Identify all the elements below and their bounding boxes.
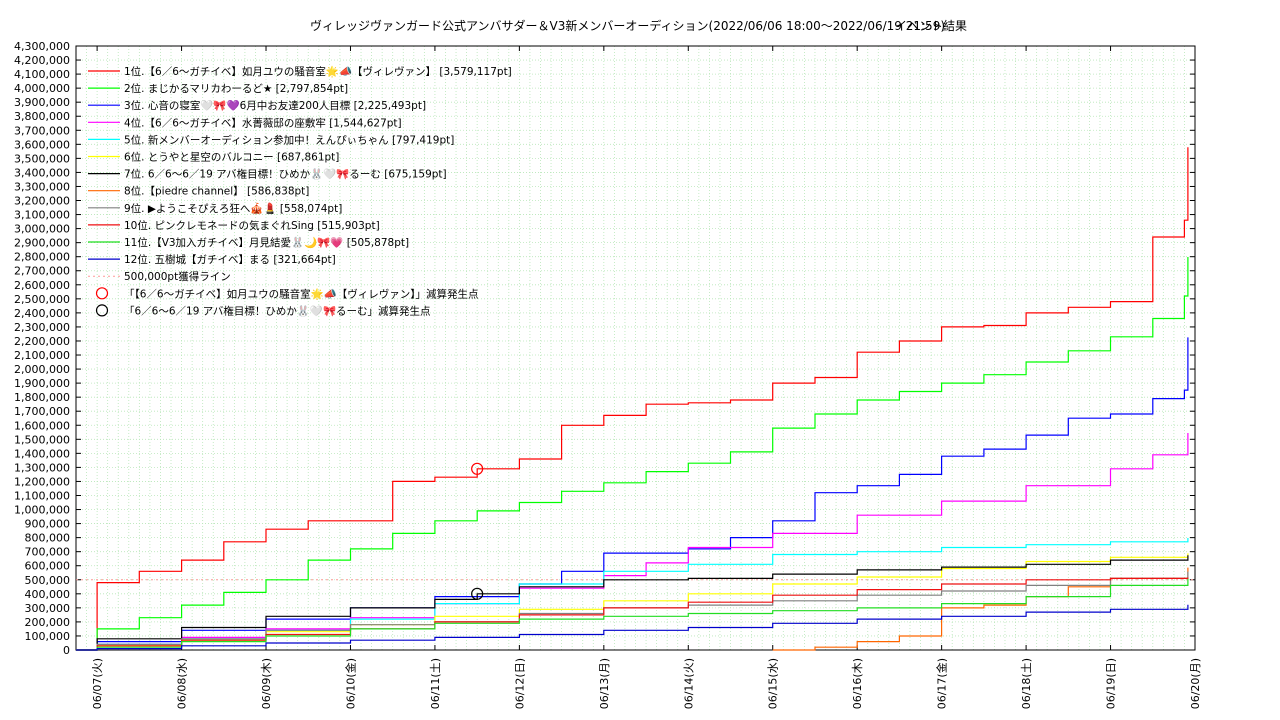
x-tick-label: 06/14(火) (682, 658, 695, 709)
legend-entry-9: 9位. ▶ようこそぴえろ狂へ🎪💄 [558,074pt] (124, 202, 342, 215)
grid (75, 45, 1196, 651)
legend-entry-5: 5位. 新メンバーオーディション参加中！えんぴぃちゃん [797,419pt] (124, 133, 454, 146)
y-tick-label: 2,800,000 (14, 251, 70, 264)
y-tick-label: 2,600,000 (14, 279, 70, 292)
y-tick-label: 0 (63, 644, 70, 657)
y-tick-label: 1,500,000 (14, 433, 70, 446)
series-line-9 (76, 571, 1189, 651)
y-tick-label: 2,100,000 (14, 349, 70, 362)
legend-marker-2 (95, 304, 109, 317)
y-tick-label: 600,000 (25, 560, 71, 573)
x-tick-label: 06/13(月) (598, 658, 611, 709)
deduction-marker-2 (471, 587, 484, 600)
y-tick-label: 1,300,000 (14, 461, 70, 474)
legend-entry-7: 7位. 6／6〜6／19 アバ権目標！ひめか🐰🤍🎀るーむ [675,159pt] (124, 168, 447, 181)
legend-entry-1: 1位.【6／6〜ガチイベ】如月ユウの騒音室🌟📣【ヴィレヴァン】 [3,579,1… (124, 65, 512, 78)
x-tick-label: 06/07(火) (91, 658, 104, 709)
legend-entry-3: 3位. 心音の寝室🤍🎀💜6月中お友達200人目標 [2,225,493pt] (124, 99, 426, 112)
y-tick-label: 1,800,000 (14, 391, 70, 404)
y-tick-label: 2,700,000 (14, 265, 70, 278)
y-tick-label: 1,000,000 (14, 504, 70, 517)
y-tick-label: 700,000 (25, 546, 71, 559)
y-tick-label: 2,500,000 (14, 293, 70, 306)
y-tick-label: 2,200,000 (14, 335, 70, 348)
markers-layer (471, 462, 484, 600)
legend-entry-11: 11位.【V3加入ガチイベ】月見結愛🐰🌙🎀💗 [505,878pt] (124, 236, 409, 249)
y-tick-label: 4,000,000 (14, 82, 70, 95)
y-tick-label: 1,900,000 (14, 377, 70, 390)
y-tick-label: 800,000 (25, 532, 71, 545)
legend-entry-4: 4位.【6／6〜ガチイベ】水菁薇邸の座敷牢 [1,544,627pt] (124, 116, 402, 129)
chart-subtitle: イベント結果 (895, 19, 967, 33)
y-tick-label: 3,100,000 (14, 209, 70, 222)
legend-entry-marker-1: 「【6／6〜ガチイベ】如月ユウの騒音室🌟📣【ヴィレヴァン】」減算発生点 (124, 287, 479, 300)
x-tick-label: 06/08(水) (176, 658, 189, 709)
x-tick-label: 06/18(土) (1020, 658, 1033, 709)
y-tick-label: 1,600,000 (14, 419, 70, 432)
x-tick-label: 06/09(木) (260, 658, 273, 709)
y-tick-label: 3,900,000 (14, 96, 70, 109)
y-tick-label: 2,000,000 (14, 363, 70, 376)
x-tick-label: 06/16(木) (851, 658, 864, 709)
x-tick-label: 06/15(水) (767, 658, 780, 709)
legend-entry-2: 2位. まじかるマリカわーるど★ [2,797,854pt] (124, 82, 348, 95)
x-tick-label: 06/17(金) (935, 658, 949, 709)
y-tick-label: 1,200,000 (14, 475, 70, 488)
y-tick-label: 4,100,000 (14, 68, 70, 81)
y-tick-label: 3,600,000 (14, 138, 70, 151)
legend-marker-1 (95, 287, 109, 300)
x-tick-label: 06/11(土) (429, 658, 442, 709)
legend-entry-12: 12位. 五樹城【ガチイベ】まる [321,664pt] (124, 253, 336, 266)
y-tick-label: 3,000,000 (14, 223, 70, 236)
series-line-10 (76, 577, 1189, 651)
x-tick-label: 06/19(日) (1105, 658, 1118, 709)
y-tick-label: 500,000 (25, 574, 71, 587)
y-tick-label: 400,000 (25, 588, 71, 601)
y-tick-label: 2,900,000 (14, 237, 70, 250)
y-tick-label: 100,000 (25, 630, 71, 643)
series-line-6 (76, 553, 1189, 651)
y-tick-label: 900,000 (25, 518, 71, 531)
y-tick-label: 200,000 (25, 616, 71, 629)
x-tick-label: 06/20(月) (1189, 658, 1202, 709)
y-tick-label: 2,300,000 (14, 321, 70, 334)
x-tick-label: 06/12(日) (513, 658, 526, 709)
y-tick-label: 3,300,000 (14, 180, 70, 193)
y-tick-label: 3,200,000 (14, 195, 70, 208)
y-tick-label: 3,700,000 (14, 124, 70, 137)
series-line-2 (76, 257, 1189, 651)
y-tick-label: 3,500,000 (14, 152, 70, 165)
deduction-marker-1 (471, 462, 484, 475)
legend-entry-8: 8位.【piedre channel】 [586,838pt] (124, 185, 309, 198)
legend-entry-marker-2: 「6／6〜6／19 アバ権目標！ひめか🐰🤍🎀るーむ」減算発生点 (124, 304, 431, 317)
y-tick-label: 1,100,000 (14, 489, 70, 502)
x-tick-label: 06/10(金) (343, 658, 357, 709)
legend-entry-6: 6位. とうやと星空のバルコニー [687,861pt] (124, 151, 339, 164)
series-line-11 (76, 578, 1189, 651)
y-tick-label: 1,700,000 (14, 405, 70, 418)
y-tick-label: 1,400,000 (14, 447, 70, 460)
series-line-12 (76, 604, 1189, 651)
legend-entry-reference: 500,000pt獲得ライン (124, 270, 231, 283)
chart-title: ヴィレッジヴァンガード公式アンバサダー＆V3新メンバーオーディション(2022/… (310, 18, 945, 33)
legend: 1位.【6／6〜ガチイベ】如月ユウの騒音室🌟📣【ヴィレヴァン】 [3,579,1… (88, 65, 512, 317)
axes: 0100,000200,000300,000400,000500,000600,… (14, 40, 1202, 709)
series-line-7 (76, 555, 1189, 651)
y-tick-label: 3,800,000 (14, 110, 70, 123)
y-tick-label: 4,300,000 (14, 40, 70, 53)
legend-entry-10: 10位. ピンクレモネードの気まぐれSing [515,903pt] (124, 219, 380, 232)
y-tick-label: 4,200,000 (14, 54, 70, 67)
series-layer (76, 147, 1195, 651)
y-tick-label: 3,400,000 (14, 166, 70, 179)
series-line-1 (76, 147, 1189, 651)
y-tick-label: 2,400,000 (14, 307, 70, 320)
plot-frame (75, 45, 1196, 651)
y-tick-label: 300,000 (25, 602, 71, 615)
